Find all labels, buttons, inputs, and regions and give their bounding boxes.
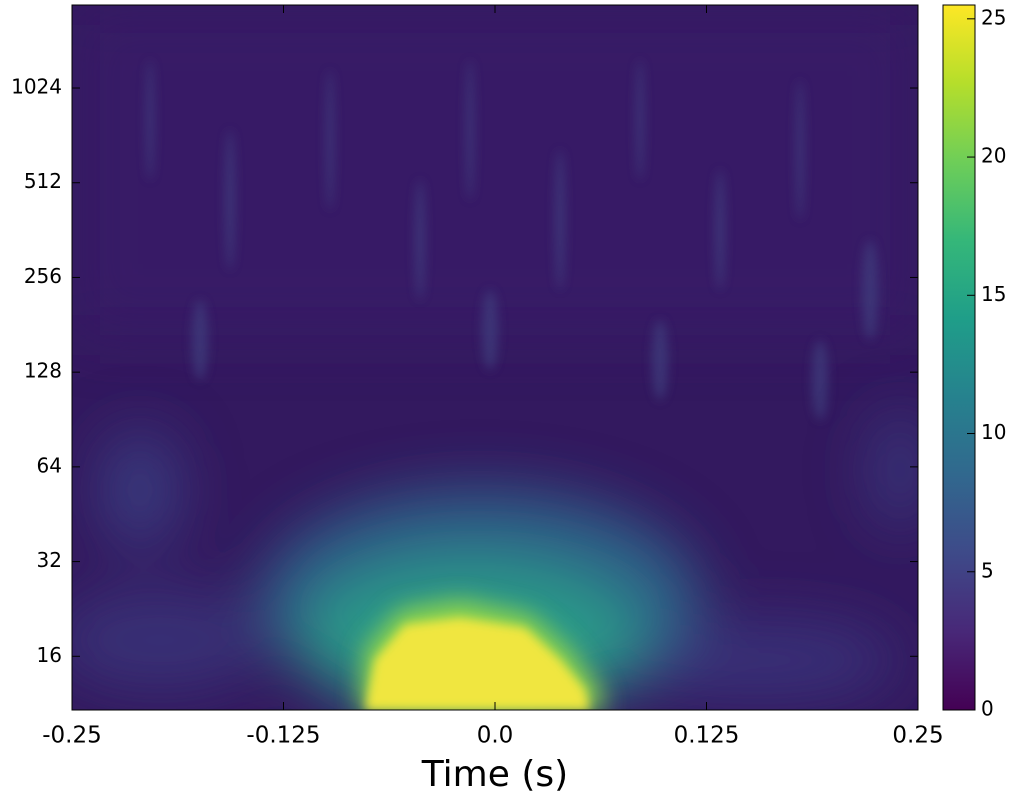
colorbar-tick-label: 15 bbox=[981, 282, 1006, 306]
heatmap-image bbox=[72, 5, 918, 710]
y-tick-label: 64 bbox=[37, 453, 62, 477]
colorbar bbox=[942, 4, 976, 711]
x-tick-label: 0.25 bbox=[892, 723, 943, 749]
y-tick-label: 1024 bbox=[11, 75, 62, 99]
x-tick-label: -0.25 bbox=[42, 723, 102, 749]
y-tick-label: 256 bbox=[24, 264, 62, 288]
x-tick-label: 0.0 bbox=[477, 723, 514, 749]
x-axis-label: Time (s) bbox=[421, 754, 568, 795]
y-tick-label: 32 bbox=[37, 548, 62, 572]
y-tick-label: 128 bbox=[24, 359, 62, 383]
colorbar-tick-label: 10 bbox=[981, 420, 1006, 444]
colorbar-tick-label: 0 bbox=[981, 697, 994, 721]
x-tick-label: -0.125 bbox=[246, 723, 320, 749]
x-tick-label: 0.125 bbox=[674, 723, 740, 749]
colorbar-tick-label: 5 bbox=[981, 558, 994, 582]
y-tick-label: 16 bbox=[37, 643, 62, 667]
colorbar-tick-label: 25 bbox=[981, 5, 1006, 29]
y-tick-label: 512 bbox=[24, 169, 62, 193]
colorbar-tick-label: 20 bbox=[981, 144, 1006, 168]
